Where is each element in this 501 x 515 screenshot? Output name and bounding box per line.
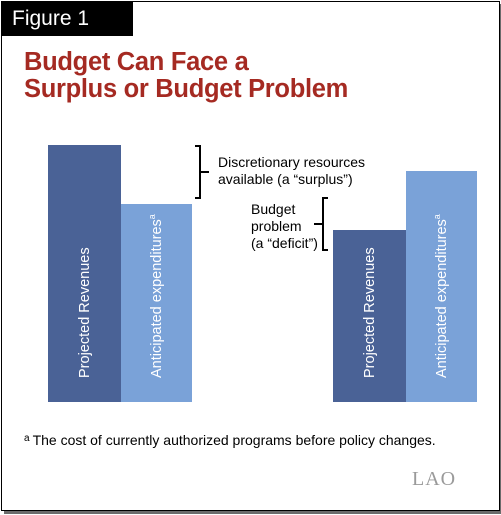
deficit-bracket bbox=[314, 197, 328, 251]
figure-title-line-1: Budget Can Face a bbox=[24, 48, 249, 76]
surplus-anticipated-expenditures-bar: Anticipated expendituresa bbox=[121, 204, 192, 402]
figure-title-line-2: Surplus or Budget Problem bbox=[24, 75, 349, 103]
footnote: a The cost of currently authorized progra… bbox=[24, 432, 436, 449]
bar-label: Projected Revenues bbox=[76, 247, 93, 378]
footnote-text: The cost of currently authorized program… bbox=[32, 432, 436, 448]
surplus-bracket bbox=[195, 145, 209, 199]
bar-label: Projected Revenues bbox=[361, 247, 378, 378]
bar-label: Anticipated expendituresa bbox=[431, 214, 450, 378]
deficit-anticipated-expenditures-bar: Anticipated expendituresa bbox=[406, 171, 477, 402]
footnote-mark: a bbox=[24, 433, 30, 444]
lao-logo: LAO bbox=[412, 468, 457, 490]
bar-label: Anticipated expendituresa bbox=[146, 214, 165, 378]
figure-number: Figure 1 bbox=[2, 2, 133, 36]
deficit-projected-revenues-bar: Projected Revenues bbox=[333, 230, 406, 402]
footnote-mark: a bbox=[146, 214, 157, 220]
surplus-annotation: Discretionary resources available (a “su… bbox=[218, 154, 366, 187]
footnote-mark: a bbox=[431, 214, 442, 220]
deficit-annotation: Budget problem (a “deficit”) bbox=[251, 201, 318, 251]
figure-title: Budget Can Face a Surplus or Budget Prob… bbox=[24, 49, 348, 103]
surplus-projected-revenues-bar: Projected Revenues bbox=[48, 145, 121, 402]
